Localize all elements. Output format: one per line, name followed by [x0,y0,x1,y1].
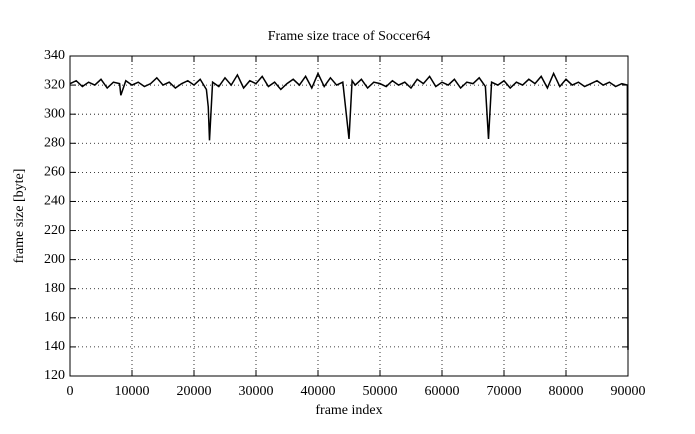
y-tick-label: 180 [44,281,65,296]
y-tick-label: 280 [44,135,65,150]
y-tick-label: 240 [44,194,65,209]
y-tick-label: 340 [44,48,65,63]
x-tick-label: 30000 [239,384,274,399]
x-tick-label: 40000 [301,384,336,399]
y-tick-label: 140 [44,339,65,354]
x-tick-label: 70000 [487,384,522,399]
x-tick-label: 60000 [425,384,460,399]
x-tick-label: 10000 [115,384,150,399]
y-tick-label: 160 [44,310,65,325]
y-tick-label: 260 [44,165,65,180]
plot-border [69,55,629,377]
y-tick-label: 120 [44,368,65,383]
chart-title: Frame size trace of Soccer64 [268,29,430,44]
y-tick-label: 200 [44,252,65,267]
y-tick-label: 300 [44,106,65,121]
x-tick-label: 90000 [611,384,646,399]
data-line [69,71,629,350]
x-axis-label: frame index [315,403,382,418]
y-tick-label: 220 [44,223,65,238]
x-tick-label: 80000 [549,384,584,399]
x-tick-label: 50000 [363,384,398,399]
x-tick-label: 20000 [177,384,212,399]
x-tick-label: 0 [67,384,74,399]
y-axis-label: frame size [byte] [12,169,27,264]
y-tick-label: 320 [44,77,65,92]
